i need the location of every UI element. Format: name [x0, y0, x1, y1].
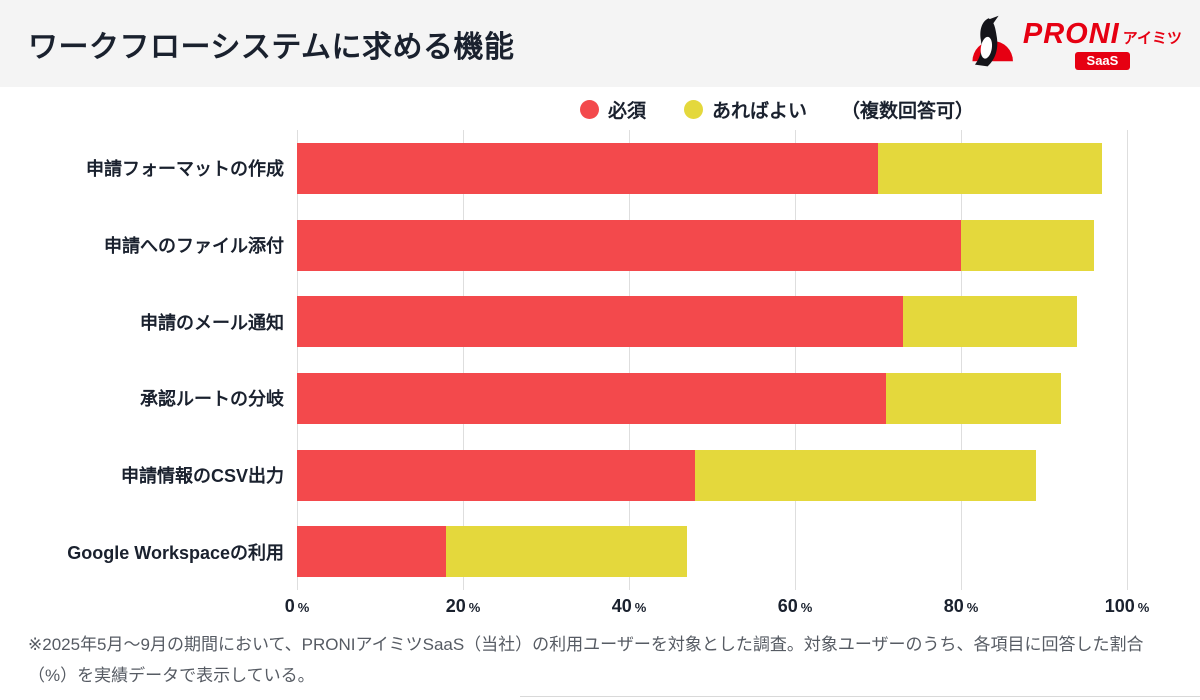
brand-logo: PRONI アイミツ SaaS: [963, 14, 1182, 73]
chart-row: Google Workspaceの利用: [0, 513, 1200, 590]
page-title: ワークフローシステムに求める機能: [28, 30, 515, 64]
logo-brand-text: PRONI: [1022, 17, 1120, 50]
x-axis-tick-label: 100%: [1104, 596, 1150, 616]
penguin-logo-icon: [963, 14, 1019, 73]
x-axis-tick-label: 80%: [943, 596, 979, 616]
bar-segment-あればよい: [446, 526, 688, 578]
bar-segment-必須: [297, 449, 696, 501]
chart-row: 申請フォーマットの作成: [0, 130, 1200, 207]
bar-segment-必須: [297, 372, 887, 424]
bar-segment-必須: [297, 526, 447, 578]
bar-segment-必須: [297, 296, 903, 348]
chart-row: 申請のメール通知: [0, 283, 1200, 360]
header: ワークフローシステムに求める機能 PRONI アイミツ SaaS: [0, 0, 1200, 87]
x-axis-tick-label: 0%: [284, 596, 310, 616]
logo-suffix-text: アイミツ: [1122, 29, 1182, 47]
logo-badge: SaaS: [1074, 51, 1131, 70]
bar-track: [297, 526, 1127, 578]
category-label: 申請フォーマットの作成: [86, 159, 284, 180]
footnote: ※2025年5月〜9月の期間において、PRONIアイミツSaaS（当社）の利用ユ…: [28, 635, 1144, 685]
legend-label: 必須: [608, 100, 647, 122]
legend-label: あればよい: [712, 100, 808, 122]
bar-segment-あればよい: [902, 296, 1078, 348]
category-label: 承認ルートの分岐: [140, 389, 284, 410]
bar-track: [297, 449, 1127, 501]
category-label: 申請情報のCSV出力: [120, 466, 284, 487]
chart-row: 申請情報のCSV出力: [0, 437, 1200, 514]
bar-track: [297, 142, 1127, 194]
category-label: Google Workspaceの利用: [67, 542, 284, 563]
bar-segment-あればよい: [886, 372, 1061, 424]
bar-segment-必須: [297, 142, 878, 194]
bar-segment-あればよい: [695, 449, 1036, 501]
bar-track: [297, 296, 1127, 348]
chart-rows: 申請フォーマットの作成申請へのファイル添付申請のメール通知 承認ルートの分岐申請情…: [0, 130, 1200, 590]
x-axis-tick-label: 40%: [611, 596, 647, 616]
chart-row: 承認ルートの分岐: [0, 360, 1200, 437]
category-label: 申請のメール通知: [140, 312, 284, 333]
bar-segment-必須: [297, 219, 961, 271]
x-axis: 0% 20% 40% 60% 80% 100%: [285, 596, 1150, 622]
legend-dot-icon: [580, 99, 599, 119]
bar-segment-あればよい: [878, 142, 1103, 194]
chart-row: 申請へのファイル添付: [0, 207, 1200, 284]
bottom-divider: [520, 696, 1200, 697]
legend-note: （複数回答可）: [841, 100, 975, 122]
chart-legend: 必須 あればよい （複数回答可）: [580, 94, 1200, 124]
category-label: 申請へのファイル添付: [104, 236, 284, 256]
bar-track: [297, 219, 1127, 271]
x-axis-tick-label: 20%: [445, 596, 481, 616]
legend-item: あればよい: [684, 96, 807, 123]
legend-item: 必須: [580, 96, 646, 123]
stacked-bar-chart: 申請フォーマットの作成申請へのファイル添付申請のメール通知 承認ルートの分岐申請情…: [0, 130, 1200, 622]
legend-items: 必須 あればよい: [580, 96, 807, 123]
x-axis-tick-label: 60%: [777, 596, 813, 616]
bar-segment-あればよい: [961, 219, 1094, 271]
logo-text: PRONI アイミツ SaaS: [1023, 18, 1182, 70]
bar-track: [297, 372, 1127, 424]
legend-dot-icon: [684, 99, 704, 119]
